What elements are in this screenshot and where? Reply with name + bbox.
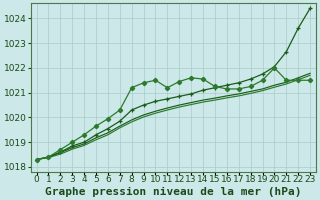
X-axis label: Graphe pression niveau de la mer (hPa): Graphe pression niveau de la mer (hPa) <box>45 186 301 197</box>
